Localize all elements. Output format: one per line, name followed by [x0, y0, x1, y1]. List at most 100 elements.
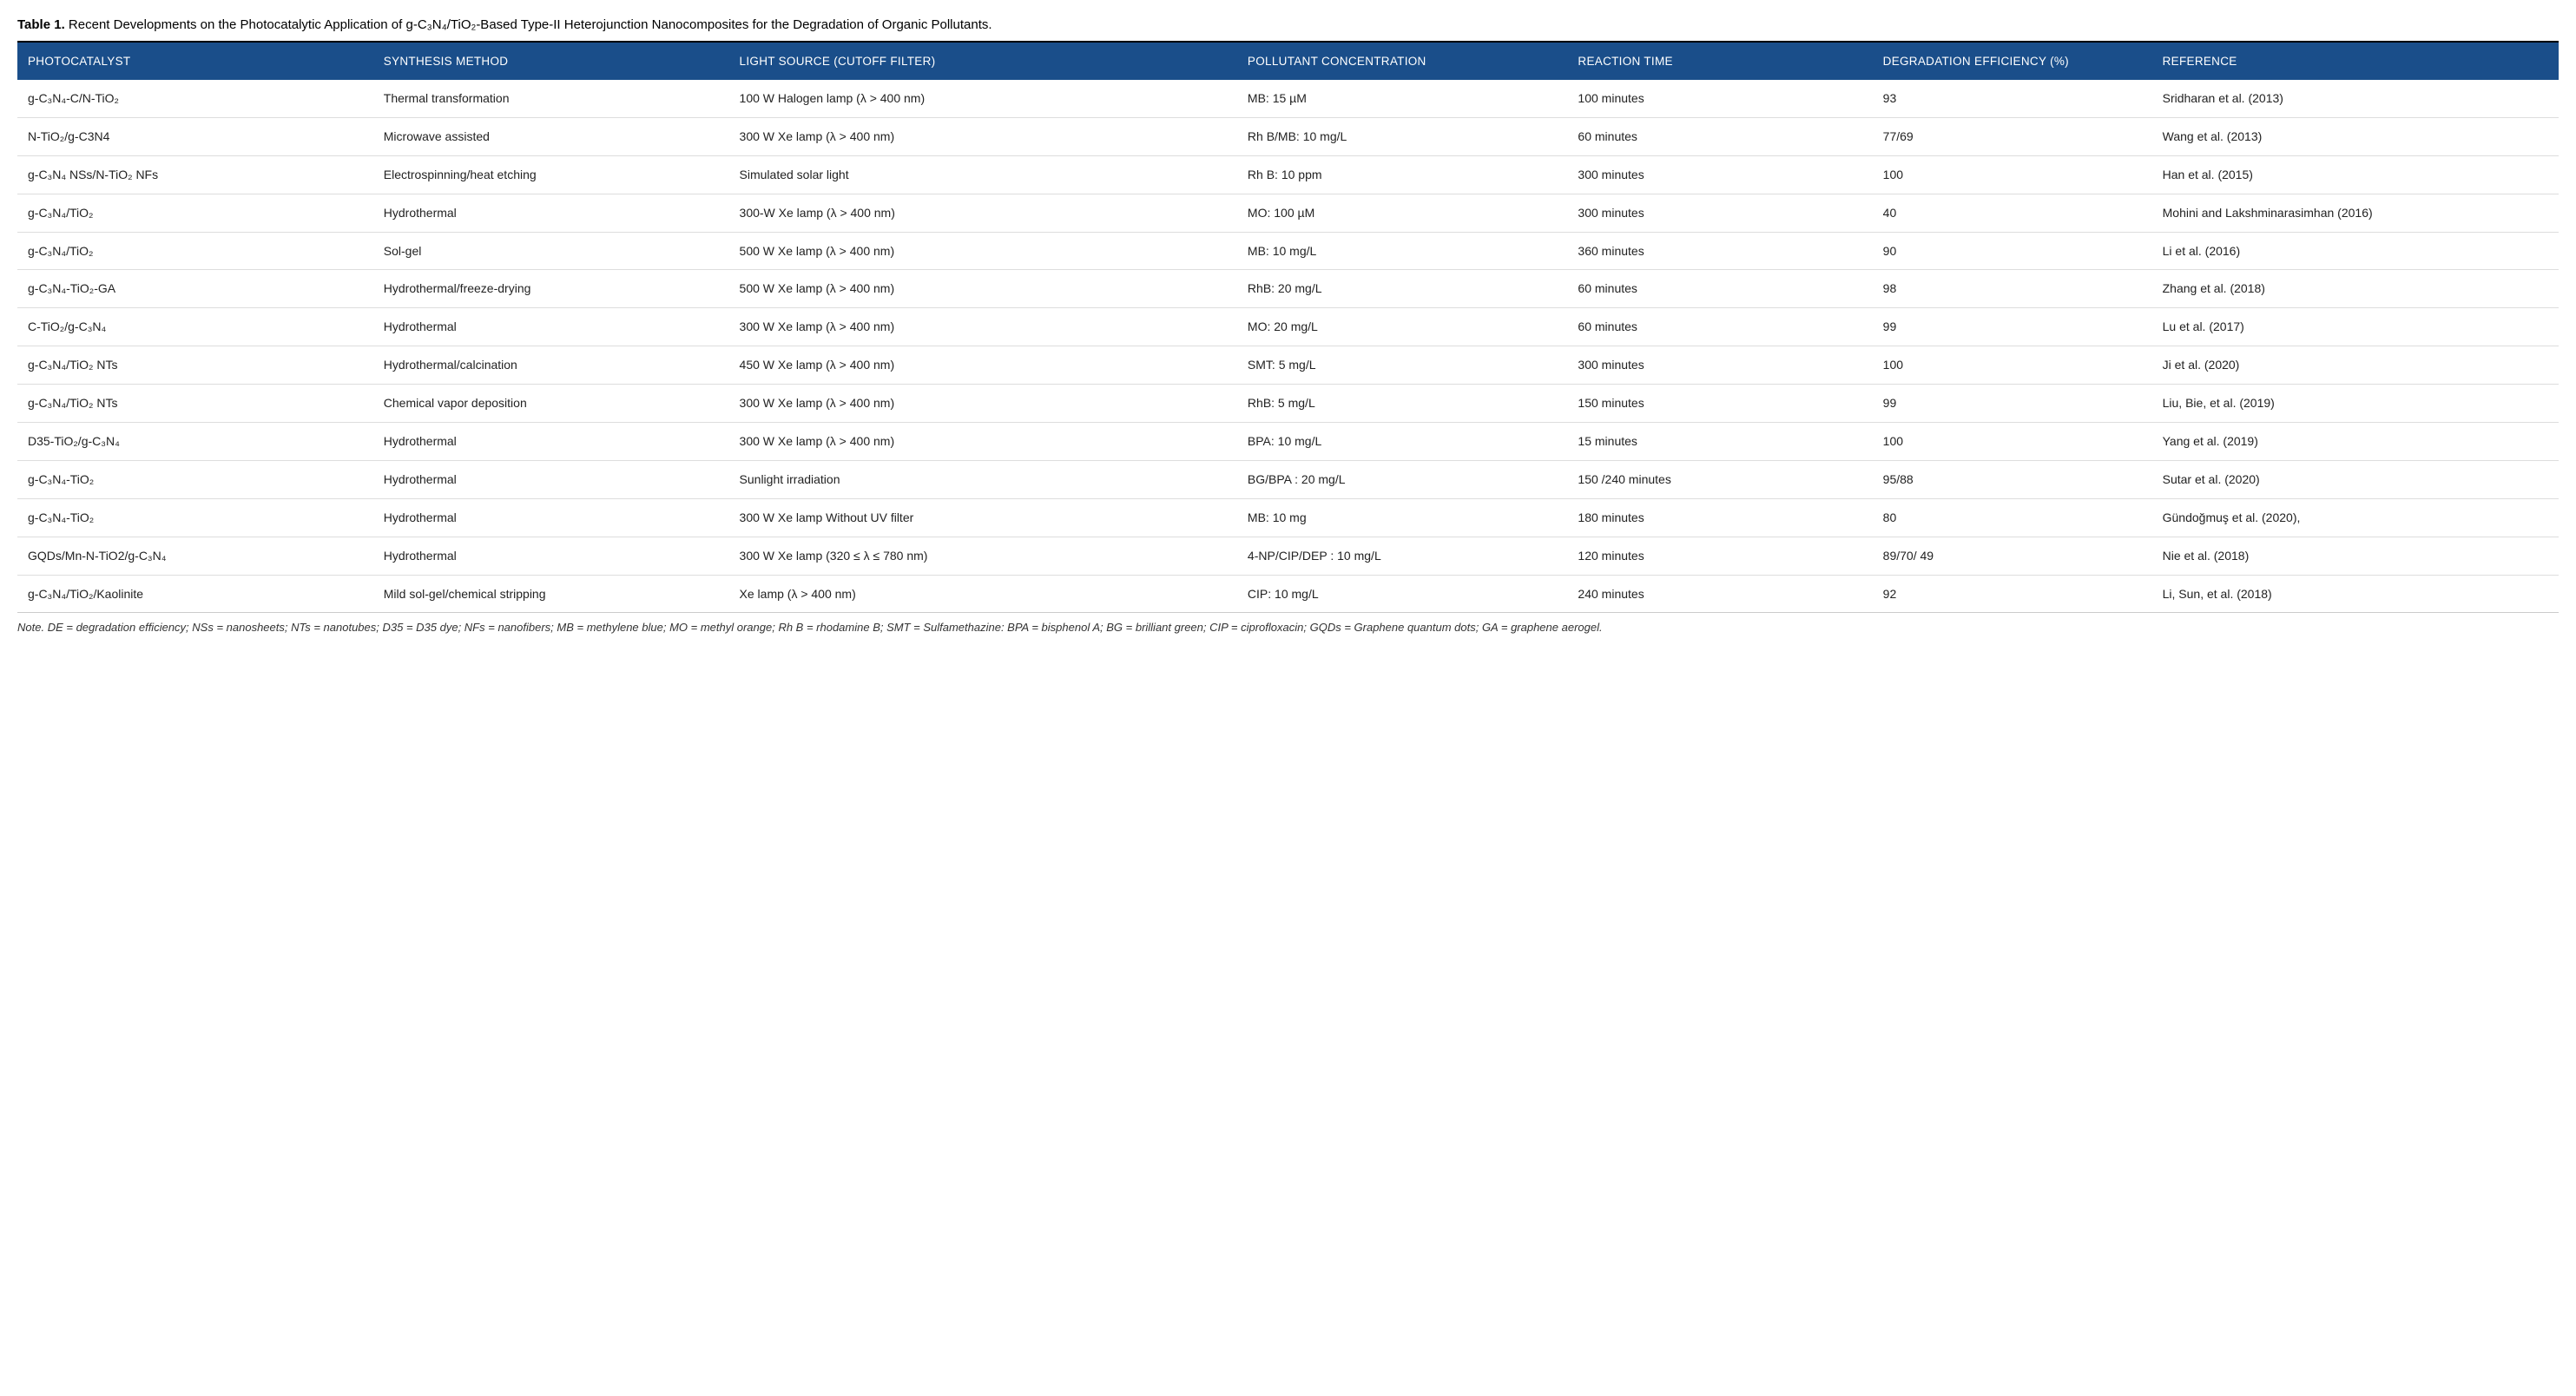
- cell-light: 500 W Xe lamp (λ > 400 nm): [729, 270, 1237, 308]
- cell-ref: Lu et al. (2017): [2152, 308, 2559, 346]
- cell-ref: Gündoğmuş et al. (2020),: [2152, 498, 2559, 537]
- cell-synth: Hydrothermal: [373, 460, 729, 498]
- cell-ref: Li et al. (2016): [2152, 232, 2559, 270]
- cell-react: 60 minutes: [1567, 117, 1872, 155]
- cell-ref: Wang et al. (2013): [2152, 117, 2559, 155]
- cell-light: 300-W Xe lamp (λ > 400 nm): [729, 194, 1237, 232]
- cell-react: 150 minutes: [1567, 385, 1872, 423]
- cell-light: 100 W Halogen lamp (λ > 400 nm): [729, 80, 1237, 117]
- cell-poll: MB: 15 µM: [1237, 80, 1568, 117]
- cell-poll: CIP: 10 mg/L: [1237, 575, 1568, 613]
- cell-light: 500 W Xe lamp (λ > 400 nm): [729, 232, 1237, 270]
- cell-synth: Thermal transformation: [373, 80, 729, 117]
- table-row: g-C₃N₄-TiO₂HydrothermalSunlight irradiat…: [17, 460, 2559, 498]
- cell-ref: Nie et al. (2018): [2152, 537, 2559, 575]
- cell-degr: 80: [1873, 498, 2152, 537]
- table-row: g-C₃N₄ NSs/N-TiO₂ NFsElectrospinning/hea…: [17, 155, 2559, 194]
- cell-react: 240 minutes: [1567, 575, 1872, 613]
- cell-degr: 95/88: [1873, 460, 2152, 498]
- cell-light: Sunlight irradiation: [729, 460, 1237, 498]
- cell-react: 60 minutes: [1567, 270, 1872, 308]
- table-row: g-C₃N₄/TiO₂ NTsHydrothermal/calcination4…: [17, 346, 2559, 385]
- cell-degr: 100: [1873, 346, 2152, 385]
- cell-synth: Hydrothermal/calcination: [373, 346, 729, 385]
- cell-react: 300 minutes: [1567, 155, 1872, 194]
- cell-photo: g-C₃N₄/TiO₂: [17, 232, 373, 270]
- cell-ref: Han et al. (2015): [2152, 155, 2559, 194]
- table-row: g-C₃N₄-C/N-TiO₂Thermal transformation100…: [17, 80, 2559, 117]
- cell-ref: Sridharan et al. (2013): [2152, 80, 2559, 117]
- cell-poll: RhB: 5 mg/L: [1237, 385, 1568, 423]
- cell-light: 300 W Xe lamp Without UV filter: [729, 498, 1237, 537]
- cell-photo: D35-TiO₂/g-C₃N₄: [17, 423, 373, 461]
- cell-photo: g-C₃N₄-TiO₂-GA: [17, 270, 373, 308]
- cell-synth: Hydrothermal: [373, 423, 729, 461]
- cell-react: 120 minutes: [1567, 537, 1872, 575]
- cell-degr: 90: [1873, 232, 2152, 270]
- cell-ref: Mohini and Lakshminarasimhan (2016): [2152, 194, 2559, 232]
- cell-light: 300 W Xe lamp (λ > 400 nm): [729, 117, 1237, 155]
- cell-light: 300 W Xe lamp (λ > 400 nm): [729, 308, 1237, 346]
- col-header-light-source: LIGHT SOURCE (CUTOFF FILTER): [729, 42, 1237, 80]
- cell-degr: 100: [1873, 155, 2152, 194]
- col-header-pollutant: POLLUTANT CONCENTRATION: [1237, 42, 1568, 80]
- cell-synth: Electrospinning/heat etching: [373, 155, 729, 194]
- cell-synth: Hydrothermal/freeze-drying: [373, 270, 729, 308]
- cell-poll: BPA: 10 mg/L: [1237, 423, 1568, 461]
- cell-light: 450 W Xe lamp (λ > 400 nm): [729, 346, 1237, 385]
- table-row: g-C₃N₄/TiO₂Hydrothermal300-W Xe lamp (λ …: [17, 194, 2559, 232]
- cell-photo: g-C₃N₄ NSs/N-TiO₂ NFs: [17, 155, 373, 194]
- table-row: g-C₃N₄-TiO₂Hydrothermal300 W Xe lamp Wit…: [17, 498, 2559, 537]
- cell-photo: N-TiO₂/g-C3N4: [17, 117, 373, 155]
- col-header-photocatalyst: PHOTOCATALYST: [17, 42, 373, 80]
- cell-ref: Ji et al. (2020): [2152, 346, 2559, 385]
- table-row: GQDs/Mn-N-TiO2/g-C₃N₄Hydrothermal300 W X…: [17, 537, 2559, 575]
- table-title: Table 1. Recent Developments on the Phot…: [17, 17, 2559, 32]
- table-wrapper: Table 1. Recent Developments on the Phot…: [17, 17, 2559, 636]
- cell-photo: g-C₃N₄-TiO₂: [17, 460, 373, 498]
- cell-degr: 93: [1873, 80, 2152, 117]
- cell-synth: Microwave assisted: [373, 117, 729, 155]
- cell-poll: BG/BPA : 20 mg/L: [1237, 460, 1568, 498]
- table-title-label: Table 1.: [17, 17, 65, 32]
- cell-photo: g-C₃N₄-TiO₂: [17, 498, 373, 537]
- cell-poll: 4-NP/CIP/DEP : 10 mg/L: [1237, 537, 1568, 575]
- cell-light: 300 W Xe lamp (λ > 400 nm): [729, 423, 1237, 461]
- cell-synth: Chemical vapor deposition: [373, 385, 729, 423]
- table-row: g-C₃N₄/TiO₂/KaoliniteMild sol-gel/chemic…: [17, 575, 2559, 613]
- header-row: PHOTOCATALYST SYNTHESIS METHOD LIGHT SOU…: [17, 42, 2559, 80]
- table-row: C-TiO₂/g-C₃N₄Hydrothermal300 W Xe lamp (…: [17, 308, 2559, 346]
- cell-poll: RhB: 20 mg/L: [1237, 270, 1568, 308]
- cell-ref: Li, Sun, et al. (2018): [2152, 575, 2559, 613]
- cell-react: 15 minutes: [1567, 423, 1872, 461]
- cell-react: 60 minutes: [1567, 308, 1872, 346]
- cell-light: 300 W Xe lamp (320 ≤ λ ≤ 780 nm): [729, 537, 1237, 575]
- cell-react: 360 minutes: [1567, 232, 1872, 270]
- table-row: D35-TiO₂/g-C₃N₄Hydrothermal300 W Xe lamp…: [17, 423, 2559, 461]
- cell-light: 300 W Xe lamp (λ > 400 nm): [729, 385, 1237, 423]
- cell-light: Simulated solar light: [729, 155, 1237, 194]
- cell-react: 180 minutes: [1567, 498, 1872, 537]
- cell-react: 300 minutes: [1567, 194, 1872, 232]
- cell-photo: g-C₃N₄-C/N-TiO₂: [17, 80, 373, 117]
- cell-photo: g-C₃N₄/TiO₂ NTs: [17, 346, 373, 385]
- cell-ref: Zhang et al. (2018): [2152, 270, 2559, 308]
- cell-poll: MB: 10 mg: [1237, 498, 1568, 537]
- table-row: g-C₃N₄-TiO₂-GAHydrothermal/freeze-drying…: [17, 270, 2559, 308]
- cell-react: 300 minutes: [1567, 346, 1872, 385]
- cell-photo: g-C₃N₄/TiO₂ NTs: [17, 385, 373, 423]
- cell-poll: Rh B/MB: 10 mg/L: [1237, 117, 1568, 155]
- data-table: PHOTOCATALYST SYNTHESIS METHOD LIGHT SOU…: [17, 41, 2559, 613]
- footnote-label: Note.: [17, 621, 44, 634]
- cell-degr: 99: [1873, 385, 2152, 423]
- cell-ref: Yang et al. (2019): [2152, 423, 2559, 461]
- cell-degr: 77/69: [1873, 117, 2152, 155]
- col-header-degradation: DEGRADATION EFFICIENCY (%): [1873, 42, 2152, 80]
- cell-poll: MO: 100 µM: [1237, 194, 1568, 232]
- cell-synth: Hydrothermal: [373, 498, 729, 537]
- cell-degr: 92: [1873, 575, 2152, 613]
- cell-synth: Hydrothermal: [373, 194, 729, 232]
- cell-photo: g-C₃N₄/TiO₂/Kaolinite: [17, 575, 373, 613]
- table-row: g-C₃N₄/TiO₂Sol-gel500 W Xe lamp (λ > 400…: [17, 232, 2559, 270]
- cell-poll: SMT: 5 mg/L: [1237, 346, 1568, 385]
